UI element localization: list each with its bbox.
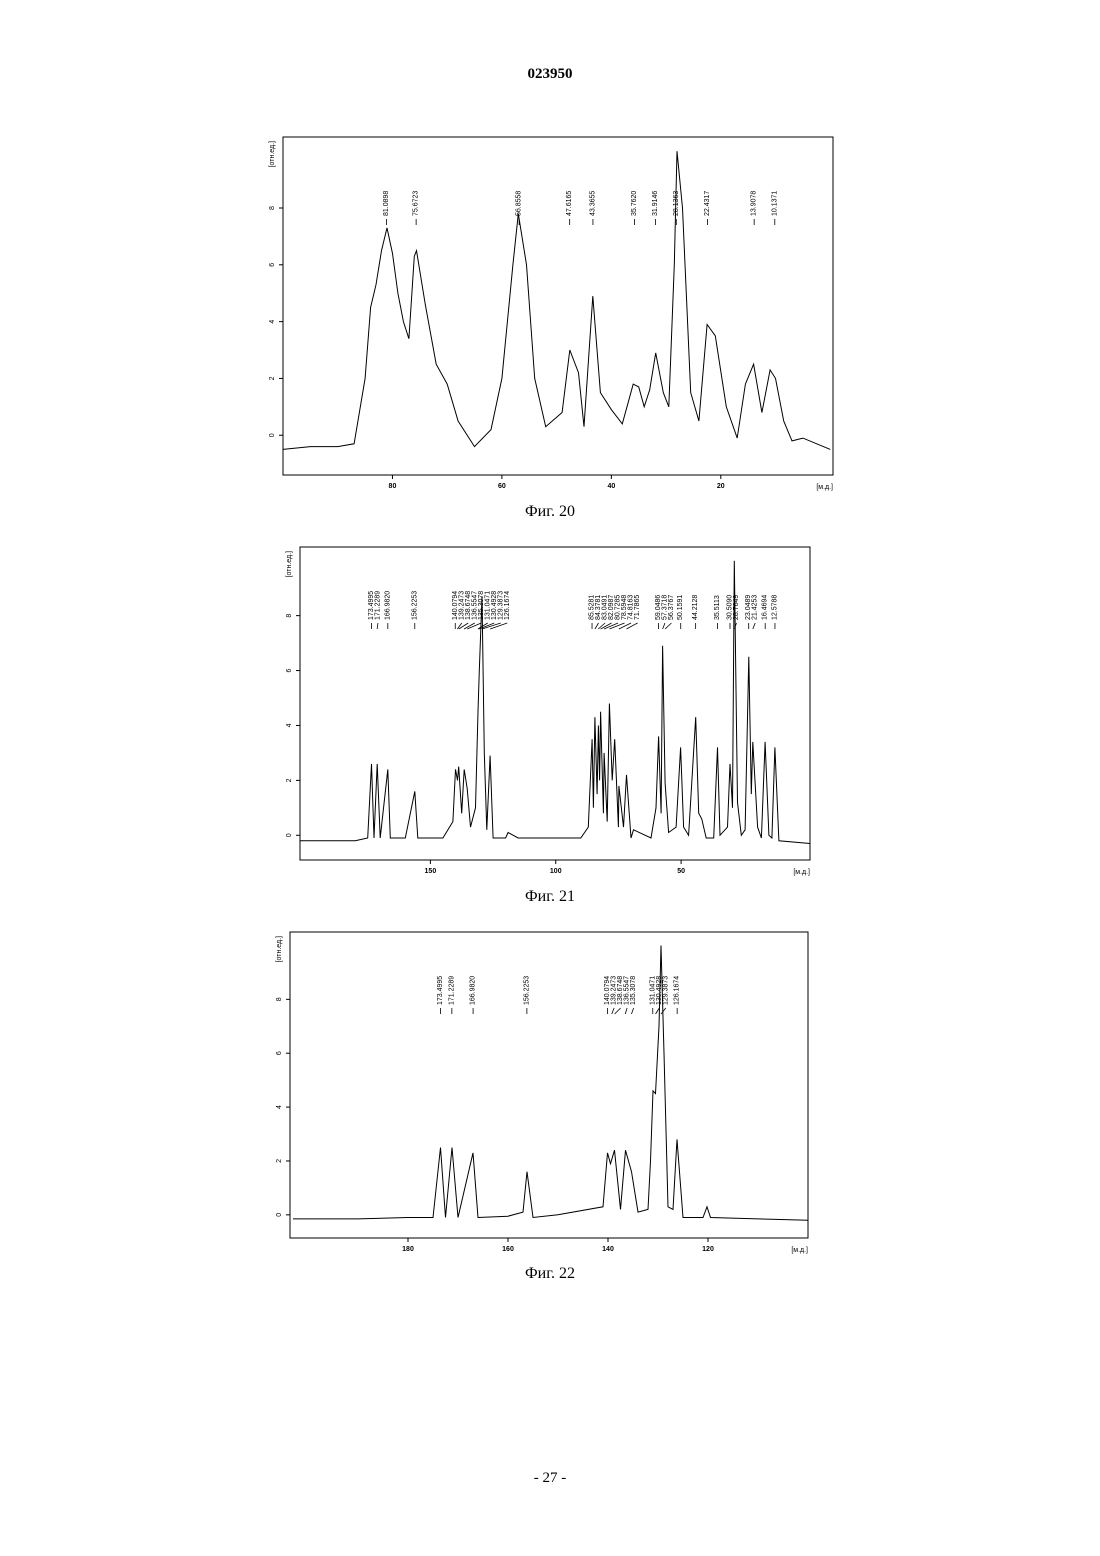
x-tick-label: 40	[607, 483, 615, 490]
page-header: 023950	[528, 66, 573, 82]
y-tick-label: 8	[276, 997, 283, 1001]
spectrum-line	[293, 946, 808, 1221]
peak-label: 16.4694	[762, 595, 769, 620]
peak-label: 44.2128	[692, 595, 699, 620]
x-tick-label: 160	[502, 1246, 514, 1253]
figure-caption: Фиг. 20	[525, 503, 575, 520]
peak-marker	[631, 1008, 633, 1014]
peak-label: 171.2289	[374, 591, 381, 620]
peak-marker	[595, 623, 599, 629]
peak-marker	[612, 1008, 614, 1014]
y-axis-label: [отн.ед.]	[286, 551, 293, 577]
spectrum-chart: 80 60 40 20 0 2 4 6 8 [отн.ед.] [м.д.] 81.0898 75.67…	[269, 137, 833, 520]
peak-label: 13.9078	[751, 191, 758, 216]
spectrum-chart: 180 160 140 120 0 2 4 6 8 [отн.ед.] [м.д.] 173.4995…	[276, 932, 808, 1282]
patent-page: 023950 - 27 - 8060402002468[отн.ед.][м.д…	[0, 0, 1100, 1556]
y-tick-label: 2	[286, 778, 293, 782]
peak-marker	[661, 1008, 666, 1014]
x-tick-label: 140	[602, 1246, 614, 1253]
y-tick-label: 4	[276, 1105, 283, 1109]
y-tick-label: 8	[286, 614, 293, 618]
x-tick-label: 180	[402, 1246, 414, 1253]
y-tick-label: 0	[286, 833, 293, 837]
x-axis-label: [м.д.]	[816, 484, 833, 491]
peak-label: 156.2253	[523, 976, 530, 1005]
peak-label: 28.7649	[733, 595, 740, 620]
peak-label: 28.1363	[673, 191, 680, 216]
y-tick-label: 6	[269, 263, 276, 267]
peak-label: 56.8558	[516, 191, 523, 216]
peak-label: 10.1371	[771, 191, 778, 216]
peak-label: 47.6165	[566, 191, 573, 216]
x-tick-label: 50	[677, 868, 685, 875]
peak-marker	[753, 623, 755, 629]
peak-label: 166.9820	[384, 591, 391, 620]
peak-label: 50.1591	[677, 595, 684, 620]
peak-marker	[625, 1008, 627, 1014]
peak-marker	[619, 623, 631, 629]
figure-caption: Фиг. 22	[525, 1265, 575, 1282]
peak-label: 171.2289	[448, 976, 455, 1005]
peak-label: 22.4317	[704, 191, 711, 216]
peak-label: 126.1674	[674, 976, 681, 1005]
peak-marker	[377, 623, 378, 629]
spectrum-line	[283, 151, 830, 449]
peak-marker	[663, 623, 665, 629]
y-tick-label: 8	[269, 206, 276, 210]
peak-label: 35.5113	[714, 595, 721, 620]
x-axis-label: [м.д.]	[791, 1247, 808, 1254]
x-tick-label: 80	[389, 483, 397, 490]
page-footer: - 27 -	[534, 1470, 567, 1486]
peak-marker	[615, 1008, 621, 1014]
peak-label: 43.3655	[589, 191, 596, 216]
y-tick-label: 4	[286, 723, 293, 727]
y-tick-label: 2	[276, 1159, 283, 1163]
y-axis-label: [отн.ед.]	[269, 141, 276, 167]
peak-label: 156.2253	[411, 591, 418, 620]
peak-marker	[459, 623, 468, 629]
x-tick-label: 100	[550, 868, 562, 875]
plot-frame	[283, 137, 833, 475]
y-tick-label: 6	[286, 669, 293, 673]
peak-label: 166.9820	[470, 976, 477, 1005]
peak-marker	[626, 623, 637, 629]
peak-label: 35.7620	[631, 191, 638, 216]
y-tick-label: 0	[269, 433, 276, 437]
peak-label: 135.3078	[630, 976, 637, 1005]
peak-label: 75.6723	[413, 191, 420, 216]
y-tick-label: 0	[276, 1213, 283, 1217]
x-tick-label: 120	[702, 1246, 714, 1253]
y-tick-label: 4	[269, 320, 276, 324]
peak-label: 173.4995	[437, 976, 444, 1005]
x-axis-label: [м.д.]	[793, 869, 810, 876]
peak-label: 126.1674	[504, 591, 511, 620]
peak-label: 81.0898	[383, 191, 390, 216]
peak-marker	[656, 1008, 660, 1014]
y-tick-label: 6	[276, 1051, 283, 1055]
peak-label: 71.7865	[634, 595, 641, 620]
peak-label: 56.3767	[668, 595, 675, 620]
peak-label: 21.4253	[752, 595, 759, 620]
peak-marker	[665, 623, 671, 629]
figure-caption: Фиг. 21	[525, 888, 575, 905]
x-tick-label: 20	[717, 483, 725, 490]
peak-label: 129.3873	[662, 976, 669, 1005]
peak-label: 31.9146	[652, 191, 659, 216]
spectrum-chart: 1501005002468[отн.ед.][м.д.]173.4995171.…	[286, 547, 810, 905]
y-tick-label: 2	[269, 376, 276, 380]
x-tick-label: 60	[498, 483, 506, 490]
peak-label: 12.5788	[771, 595, 778, 620]
plot-frame	[290, 932, 808, 1238]
y-axis-label: [отн.ед.]	[276, 936, 283, 962]
x-tick-label: 150	[425, 868, 437, 875]
